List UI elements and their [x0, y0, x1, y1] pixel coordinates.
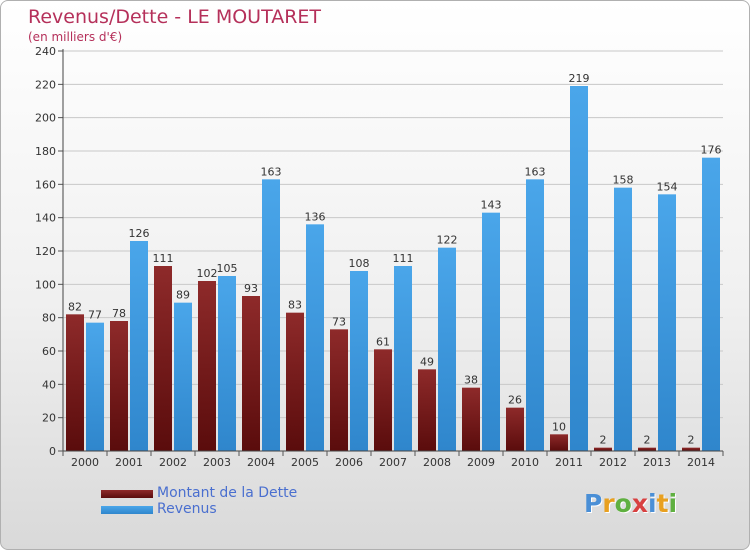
data-label-dette: 61 [376, 335, 390, 348]
data-label-dette: 10 [552, 420, 566, 433]
y-tick-label: 220 [35, 78, 56, 91]
x-tick-label: 2003 [203, 456, 231, 469]
x-tick-label: 2014 [687, 456, 715, 469]
y-tick-label: 240 [35, 45, 56, 58]
bar-revenus [614, 187, 632, 451]
bar-dette [638, 447, 656, 451]
y-tick-label: 140 [35, 212, 56, 225]
bar-revenus [350, 271, 368, 451]
x-tick-label: 2011 [555, 456, 583, 469]
bar-dette [286, 312, 304, 451]
bar-revenus [702, 157, 720, 451]
bar-dette [242, 296, 260, 451]
bar-dette [506, 407, 524, 451]
y-tick-label: 160 [35, 178, 56, 191]
x-tick-label: 2009 [467, 456, 495, 469]
legend-label-dette: Montant de la Dette [157, 485, 298, 501]
y-tick-label: 60 [42, 345, 56, 358]
x-tick-label: 2013 [643, 456, 671, 469]
x-tick-label: 2000 [71, 456, 99, 469]
legend-label-revenus: Revenus [157, 501, 217, 517]
y-tick-label: 100 [35, 278, 56, 291]
bar-dette [418, 369, 436, 451]
y-tick-label: 120 [35, 245, 56, 258]
legend-swatch-dette [101, 490, 153, 498]
data-label-dette: 73 [332, 315, 346, 328]
data-label-dette: 93 [244, 282, 258, 295]
bar-dette [154, 266, 172, 451]
data-label-dette: 38 [464, 374, 478, 387]
data-label-revenus: 122 [437, 234, 458, 247]
bar-revenus [394, 266, 412, 451]
data-label-revenus: 163 [261, 165, 282, 178]
bar-revenus [570, 86, 588, 451]
data-label-revenus: 154 [657, 180, 678, 193]
bar-revenus [130, 241, 148, 451]
bar-revenus [306, 224, 324, 451]
chart-title: Revenus/Dette - LE MOUTARET [28, 6, 322, 28]
y-tick-label: 200 [35, 112, 56, 125]
x-tick-label: 2010 [511, 456, 539, 469]
y-tick-label: 40 [42, 378, 56, 391]
data-label-dette: 83 [288, 299, 302, 312]
data-label-revenus: 108 [349, 257, 370, 270]
x-tick-label: 2001 [115, 456, 143, 469]
y-tick-label: 0 [49, 445, 56, 458]
data-label-revenus: 126 [129, 227, 150, 240]
bar-dette [374, 349, 392, 451]
data-label-dette: 49 [420, 355, 434, 368]
y-tick-label: 180 [35, 145, 56, 158]
x-tick-label: 2012 [599, 456, 627, 469]
data-label-revenus: 163 [525, 165, 546, 178]
bar-revenus [218, 276, 236, 451]
x-tick-label: 2007 [379, 456, 407, 469]
data-label-dette: 2 [688, 434, 695, 447]
data-label-dette: 111 [153, 252, 174, 265]
bar-revenus [658, 194, 676, 452]
legend-swatch-revenus [101, 506, 153, 514]
data-label-revenus: 89 [176, 289, 190, 302]
y-tick-label: 80 [42, 312, 56, 325]
data-label-revenus: 219 [569, 72, 590, 85]
bar-dette [462, 387, 480, 451]
chart-subtitle: (en milliers d'€) [28, 30, 123, 44]
data-label-revenus: 111 [393, 252, 414, 265]
bar-dette [682, 447, 700, 451]
data-label-revenus: 158 [613, 174, 634, 187]
data-label-revenus: 143 [481, 199, 502, 212]
bar-revenus [482, 212, 500, 451]
bar-dette [594, 447, 612, 451]
x-tick-label: 2006 [335, 456, 363, 469]
data-label-revenus: 136 [305, 210, 326, 223]
data-label-dette: 102 [197, 267, 218, 280]
data-label-dette: 26 [508, 394, 522, 407]
bar-revenus [438, 247, 456, 451]
bar-dette [550, 434, 568, 451]
bar-revenus [262, 179, 280, 452]
x-tick-label: 2004 [247, 456, 275, 469]
x-tick-label: 2008 [423, 456, 451, 469]
data-label-revenus: 105 [217, 262, 238, 275]
data-label-dette: 78 [112, 307, 126, 320]
bar-dette [198, 281, 216, 451]
data-label-revenus: 176 [701, 144, 722, 157]
bar-dette [330, 329, 348, 451]
y-tick-label: 20 [42, 412, 56, 425]
x-tick-label: 2005 [291, 456, 319, 469]
data-label-dette: 2 [644, 434, 651, 447]
data-label-dette: 82 [68, 300, 82, 313]
bar-dette [110, 321, 128, 451]
bar-revenus [174, 302, 192, 451]
bar-revenus [86, 322, 104, 451]
data-label-revenus: 77 [88, 309, 102, 322]
bar-revenus [526, 179, 544, 452]
proxiti-logo: Proxiti [584, 489, 678, 518]
x-tick-label: 2002 [159, 456, 187, 469]
bar-dette [66, 314, 84, 451]
data-label-dette: 2 [600, 434, 607, 447]
